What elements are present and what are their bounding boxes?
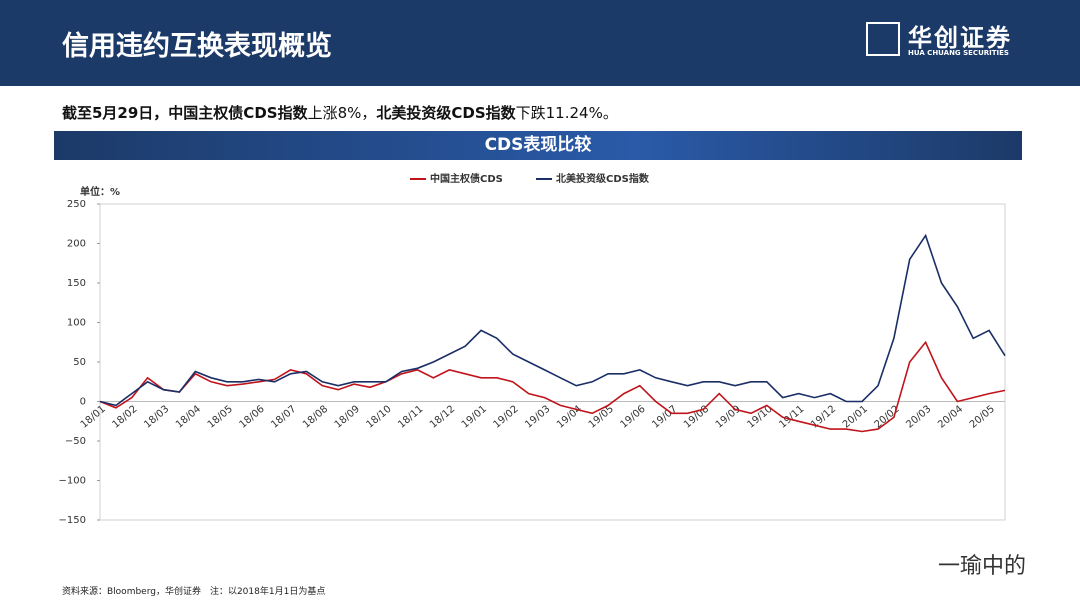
y-tick-label: 50 bbox=[73, 357, 86, 368]
legend-label: 北美投资级CDS指数 bbox=[556, 172, 650, 185]
logo-name: 华创证券 bbox=[908, 24, 1012, 52]
x-tick-label: 20/03 bbox=[904, 404, 933, 431]
series-line bbox=[99, 233, 1006, 407]
y-tick-label: 250 bbox=[67, 199, 86, 210]
x-tick-label: 18/10 bbox=[364, 404, 393, 431]
x-tick-label: 19/09 bbox=[714, 404, 743, 431]
x-tick-label: 18/11 bbox=[396, 404, 425, 431]
y-tick-label: −150 bbox=[59, 515, 86, 526]
header-title: 信用违约互换表现概览 bbox=[62, 31, 332, 62]
x-tick-label: 18/09 bbox=[333, 404, 362, 431]
x-tick-label: 18/08 bbox=[301, 404, 330, 431]
summary: 截至5月29日，中国主权债CDS指数上涨8%，北美投资级CDS指数下跌11.24… bbox=[62, 102, 618, 123]
logo-sub: HUA CHUANG SECURITIES bbox=[908, 49, 1009, 57]
x-tick-label: 20/01 bbox=[841, 404, 870, 431]
x-tick-label: 18/04 bbox=[174, 404, 203, 431]
y-tick-label: 200 bbox=[67, 239, 86, 250]
y-tick-label: −100 bbox=[59, 476, 86, 487]
x-tick-label: 19/05 bbox=[587, 404, 616, 431]
summary-text: 截至5月29日，中国主权债CDS指数 bbox=[62, 104, 308, 122]
x-tick-label: 18/01 bbox=[79, 404, 108, 431]
y-tick-label: 0 bbox=[80, 397, 86, 408]
summary-text: 下跌11.24%。 bbox=[515, 104, 618, 122]
x-tick-label: 20/05 bbox=[968, 404, 997, 431]
x-tick-label: 18/06 bbox=[237, 404, 266, 431]
x-tick-label: 18/05 bbox=[206, 404, 235, 431]
y-tick-label: 100 bbox=[67, 318, 86, 329]
summary-text: 上涨8%， bbox=[307, 104, 377, 122]
y-tick-label: 150 bbox=[67, 278, 86, 289]
chart-title: CDS表现比较 bbox=[54, 131, 1022, 160]
x-tick-label: 19/08 bbox=[682, 404, 711, 431]
x-tick-label: 19/01 bbox=[460, 404, 489, 431]
series-line bbox=[99, 340, 1006, 433]
logo-icon bbox=[866, 22, 900, 56]
summary-text: 北美投资级CDS指数 bbox=[376, 104, 516, 122]
y-tick-label: −50 bbox=[65, 436, 86, 447]
x-tick-label: 19/03 bbox=[523, 404, 552, 431]
header: 信用违约互换表现概览 华创证券 HUA CHUANG SECURITIES bbox=[0, 0, 1080, 86]
x-tick-label: 19/12 bbox=[809, 404, 838, 431]
plot-frame bbox=[99, 203, 1006, 521]
x-tick-label: 19/06 bbox=[619, 404, 648, 431]
x-tick-label: 18/07 bbox=[269, 404, 298, 431]
x-tick-label: 18/03 bbox=[142, 404, 171, 431]
x-tick-label: 20/04 bbox=[936, 404, 965, 431]
watermark: 一瑜中的 bbox=[938, 554, 1027, 579]
legend-label: 中国主权债CDS bbox=[430, 172, 503, 185]
source-note: 资料来源：Bloomberg，华创证券 注：以2018年1月1日为基点 bbox=[62, 587, 326, 597]
x-tick-label: 19/02 bbox=[492, 404, 521, 431]
y-unit: 单位：% bbox=[80, 185, 120, 198]
x-tick-label: 18/12 bbox=[428, 404, 457, 431]
